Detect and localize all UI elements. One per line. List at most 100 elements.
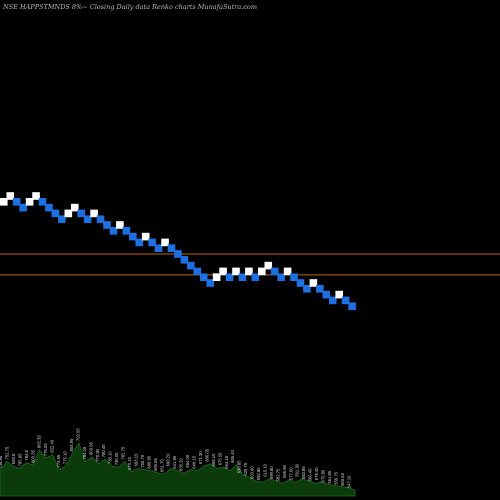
renko-brick-up bbox=[0, 198, 8, 206]
volume-label: 736.95 bbox=[0, 455, 3, 468]
volume-label: 547.10 bbox=[346, 475, 351, 488]
volume-label: 735.05 bbox=[114, 452, 119, 465]
volume-label: 570.80 bbox=[321, 469, 326, 482]
renko-brick-down bbox=[58, 215, 66, 223]
volume-label: 805.95 bbox=[69, 438, 74, 451]
renko-brick-up bbox=[70, 203, 79, 212]
renko-brick-up bbox=[335, 290, 343, 299]
renko-brick-down bbox=[103, 221, 111, 229]
volume-label: 596.90 bbox=[282, 464, 287, 477]
volume-label: 671.30 bbox=[198, 451, 203, 464]
volume-label: 603.90 bbox=[250, 466, 255, 479]
volume-label: 770.80 bbox=[95, 448, 100, 461]
volume-label: 630.85 bbox=[237, 460, 242, 473]
renko-brick-up bbox=[25, 198, 34, 206]
renko-brick-up bbox=[64, 209, 73, 218]
renko-brick-down bbox=[109, 227, 118, 235]
volume-label: 780.45 bbox=[101, 444, 106, 457]
renko-brick-up bbox=[309, 279, 318, 287]
renko-brick-up bbox=[245, 267, 253, 276]
renko-brick-down bbox=[38, 198, 47, 206]
volume-label: 592.85 bbox=[256, 467, 261, 480]
volume-label: 690.20 bbox=[166, 453, 171, 466]
renko-brick-down bbox=[270, 267, 279, 276]
renko-brick-up bbox=[90, 209, 98, 218]
renko-brick-down bbox=[187, 261, 195, 270]
renko-brick-down bbox=[45, 203, 53, 212]
renko-brick-down bbox=[77, 209, 85, 218]
volume-label: 773.85 bbox=[56, 454, 61, 467]
volume-label: 862.35 bbox=[37, 435, 42, 448]
volume-label: 641.95 bbox=[172, 455, 177, 468]
volume-label: 654.00 bbox=[185, 454, 190, 467]
volume-label: 659.15 bbox=[211, 453, 216, 466]
renko-brick-down bbox=[206, 279, 214, 287]
renko-brick-up bbox=[258, 267, 266, 276]
renko-brick-down bbox=[96, 215, 105, 223]
volume-label: 670.10 bbox=[127, 456, 132, 469]
volume-label: 615.10 bbox=[262, 463, 267, 476]
volume-label: 686.05 bbox=[204, 448, 209, 461]
renko-brick-down bbox=[341, 296, 350, 305]
volume-label: 675.55 bbox=[217, 452, 222, 465]
renko-brick-down bbox=[348, 302, 356, 310]
renko-brick-down bbox=[129, 232, 137, 241]
renko-brick-up bbox=[212, 273, 221, 281]
volume-label: 635.20 bbox=[179, 458, 184, 471]
volume-label: 776.05 bbox=[43, 443, 48, 456]
renko-bricks bbox=[0, 192, 356, 310]
renko-brick-down bbox=[167, 244, 176, 252]
renko-brick-down bbox=[238, 273, 247, 281]
renko-brick-up bbox=[141, 232, 150, 241]
renko-brick-down bbox=[83, 215, 92, 223]
volume-label: 686.95 bbox=[146, 455, 151, 468]
renko-brick-down bbox=[51, 209, 60, 218]
renko-brick-down bbox=[316, 285, 324, 293]
renko-brick-down bbox=[148, 238, 156, 247]
volume-label: 566.40 bbox=[308, 468, 313, 481]
renko-brick-down bbox=[193, 267, 202, 276]
volume-label: 666.05 bbox=[153, 458, 158, 471]
volume-label: 686.40 bbox=[230, 449, 235, 462]
renko-brick-down bbox=[251, 273, 260, 281]
renko-brick-down bbox=[290, 273, 298, 281]
renko-brick-down bbox=[12, 198, 21, 206]
volume-label: 664.15 bbox=[224, 455, 229, 468]
volume-label: 700.70 bbox=[140, 454, 145, 467]
volume-area bbox=[0, 442, 356, 497]
renko-brick-up bbox=[32, 192, 40, 200]
renko-brick-down bbox=[225, 273, 234, 281]
volume-label: 738.10 bbox=[108, 451, 113, 464]
volume-label: 583.85 bbox=[301, 466, 306, 479]
volume-label: 579.40 bbox=[314, 467, 319, 480]
volume-label: 582.75 bbox=[275, 468, 280, 481]
volume-label: 651.70 bbox=[159, 459, 164, 472]
renko-brick-up bbox=[232, 267, 240, 276]
volume-label: 625.75 bbox=[243, 462, 248, 475]
renko-brick-down bbox=[296, 279, 305, 287]
volume-label: 800.35 bbox=[30, 449, 35, 462]
chart-title: NSE HAPPSTMNDS 8%~ Closing Daily data Re… bbox=[2, 3, 257, 11]
volume-label: 683.8 bbox=[11, 453, 16, 464]
volume-label: 775.10 bbox=[63, 451, 68, 464]
volume-label: 693.15 bbox=[134, 453, 139, 466]
renko-brick-down bbox=[174, 250, 182, 258]
renko-brick-up bbox=[6, 192, 15, 200]
renko-brick-down bbox=[322, 290, 331, 299]
volume-label: 577.60 bbox=[288, 467, 293, 480]
volume-label: 556.75 bbox=[333, 471, 338, 484]
volume-label: 550.65 bbox=[340, 472, 345, 485]
renko-brick-down bbox=[328, 296, 337, 305]
renko-brick-down bbox=[180, 256, 189, 264]
volume-label: 785.95 bbox=[17, 453, 22, 466]
volume-label: 561.85 bbox=[327, 470, 332, 483]
renko-brick-down bbox=[199, 273, 208, 281]
renko-brick-down bbox=[135, 238, 144, 247]
volume-label: 784.8 bbox=[24, 449, 29, 460]
renko-brick-down bbox=[277, 273, 285, 281]
volume-label: 784.05 bbox=[82, 446, 87, 459]
renko-brick-up bbox=[264, 261, 273, 270]
volume-label: 782.75 bbox=[121, 446, 126, 459]
renko-brick-down bbox=[154, 244, 163, 252]
